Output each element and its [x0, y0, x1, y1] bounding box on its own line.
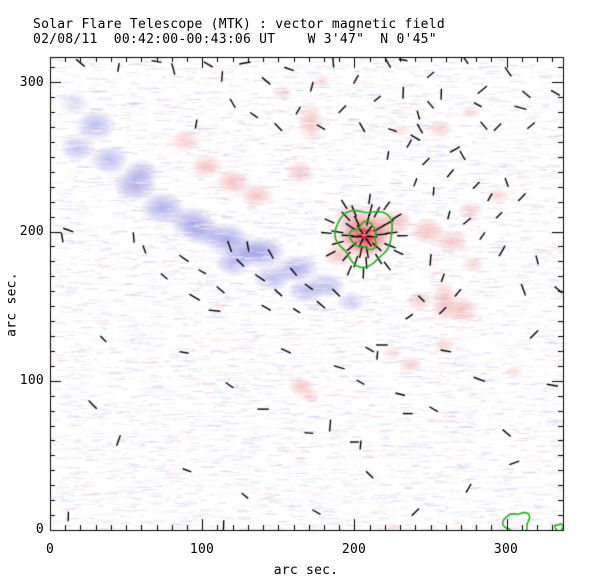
- figure-title: Solar Flare Telescope (MTK) : vector mag…: [33, 17, 445, 32]
- x-tick-label-100: 100: [189, 542, 215, 557]
- x-axis-label: arc sec.: [273, 563, 339, 578]
- y-axis-label: arc sec.: [4, 272, 20, 337]
- y-tick-label-300: 300: [19, 75, 44, 90]
- figure-subtitle: 02/08/11 00:42:00-00:43:06 UT W 3'47" N …: [33, 32, 437, 47]
- y-tick-label-200: 200: [19, 224, 44, 239]
- x-tick-label-200: 200: [341, 542, 367, 557]
- x-tick-label-300: 300: [493, 542, 519, 557]
- y-tick-label-0: 0: [35, 522, 44, 537]
- y-tick-label-100: 100: [19, 373, 44, 388]
- x-tick-label-0: 0: [45, 542, 55, 557]
